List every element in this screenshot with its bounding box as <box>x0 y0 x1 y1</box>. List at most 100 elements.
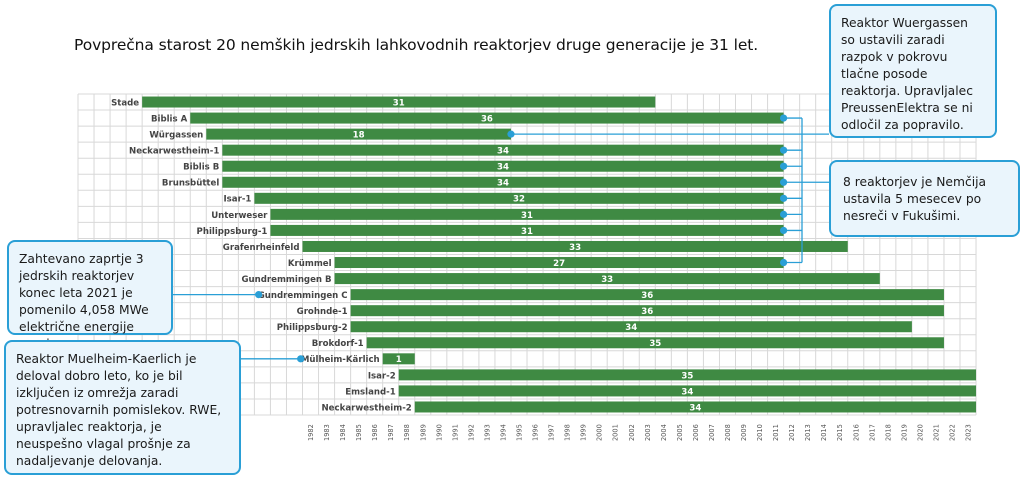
bar-value-label: 35 <box>649 339 661 349</box>
bar-value-label: 34 <box>497 147 509 157</box>
x-tick-label: 1991 <box>451 424 459 441</box>
bars: 31 36 18 34 34 34 32 31 31 33 27 33 36 36 34 35 1 35 34 34 <box>142 96 977 413</box>
x-tick-label: 2009 <box>740 424 748 441</box>
x-tick-label: 2002 <box>628 424 636 441</box>
reactor-label: Biblis A <box>151 114 188 124</box>
reactor-bar <box>254 192 784 204</box>
reactor-label: Biblis B <box>183 163 219 173</box>
reactor-label: Stade <box>111 98 139 108</box>
reactor-label: Isar-2 <box>368 371 396 381</box>
x-tick-label: 2015 <box>836 424 844 441</box>
reactor-label: Würgassen <box>149 131 203 141</box>
x-tick-label: 2018 <box>884 424 892 441</box>
reactor-bar <box>206 128 511 140</box>
reactor-label: Gundremmingen C <box>258 291 348 301</box>
bar-value-label: 1 <box>396 355 402 365</box>
x-tick-label: 2016 <box>852 424 860 441</box>
reactor-label: Neckarwestheim-1 <box>129 147 219 157</box>
reactor-label: Neckarwestheim-2 <box>321 403 411 413</box>
connector-dot <box>780 178 788 186</box>
connector-dot <box>780 210 788 218</box>
reactor-bar <box>270 208 784 220</box>
x-axis-ticks: 1982 1983 1984 1985 1986 1987 1988 1989 1990 1991… <box>307 424 972 441</box>
connector-dot <box>780 194 788 202</box>
reactor-bar <box>350 289 944 301</box>
x-tick-label: 1989 <box>419 424 427 441</box>
x-tick-label: 1986 <box>371 424 379 441</box>
x-tick-label: 2007 <box>708 424 716 441</box>
bar-value-label: 31 <box>393 98 405 108</box>
x-tick-label: 2013 <box>804 424 812 441</box>
reactor-bar <box>382 353 415 365</box>
x-tick-label: 2006 <box>692 424 700 441</box>
callout-closure-2021: Zahtevano zaprtje 3 jedrskih reaktorjev … <box>7 240 173 351</box>
callout-muelheim: Reaktor Muelheim-Kaerlich je deloval dob… <box>4 340 241 475</box>
bar-value-label: 35 <box>681 371 693 381</box>
reactor-label: Grohnde-1 <box>297 307 348 317</box>
reactor-label: Grafenrheinfeld <box>223 243 300 253</box>
x-tick-label: 2010 <box>756 424 764 441</box>
reactor-bar <box>142 96 656 108</box>
x-tick-label: 2011 <box>772 424 780 441</box>
x-tick-label: 1987 <box>387 424 395 441</box>
bar-value-label: 32 <box>513 195 525 205</box>
reactor-bar <box>222 176 784 188</box>
x-tick-label: 2001 <box>612 424 620 441</box>
bar-value-label: 34 <box>689 403 701 413</box>
callout-fukushima: 8 reaktorjev je Nemčija ustavila 5 mesec… <box>829 160 1020 237</box>
x-tick-label: 1992 <box>467 424 475 441</box>
x-tick-label: 1988 <box>403 424 411 441</box>
callout-closure-2021-text: Zahtevano zaprtje 3 jedrskih reaktorjev … <box>19 252 149 351</box>
reactor-label: Gundremmingen B <box>241 275 331 285</box>
bar-value-label: 31 <box>521 227 533 237</box>
x-tick-label: 2003 <box>644 424 652 441</box>
x-tick-label: 2014 <box>820 424 828 441</box>
reactor-label: Brokdorf-1 <box>312 339 364 349</box>
reactor-label: Emsland-1 <box>345 387 396 397</box>
reactor-bar <box>366 337 944 349</box>
bar-value-label: 34 <box>625 323 637 333</box>
bar-value-label: 36 <box>481 114 493 124</box>
x-tick-label: 1984 <box>339 424 347 441</box>
reactor-bar <box>270 224 784 236</box>
x-tick-label: 2022 <box>948 424 956 441</box>
connector-dot <box>297 355 305 363</box>
x-tick-label: 2023 <box>965 424 973 441</box>
x-tick-label: 1985 <box>355 424 363 441</box>
x-tick-label: 1995 <box>516 424 524 441</box>
bar-value-label: 31 <box>521 211 533 221</box>
x-tick-label: 1998 <box>564 424 572 441</box>
reactor-label: Philippsburg-1 <box>197 227 268 237</box>
reactor-label: Mülheim-Kärlich <box>301 355 380 365</box>
connectors <box>173 114 829 363</box>
bar-value-label: 36 <box>641 291 653 301</box>
reactor-labels: Stade Biblis A Würgassen Neckarwestheim-1 Bi… <box>111 98 412 413</box>
callout-wuergassen: Reaktor Wuergassen so ustavili zaradi ra… <box>829 4 997 138</box>
x-tick-label: 2017 <box>868 424 876 441</box>
callout-muelheim-text: Reaktor Muelheim-Kaerlich je deloval dob… <box>16 352 222 468</box>
reactor-bar <box>334 273 880 285</box>
reactor-bar <box>414 401 977 413</box>
reactor-label: Krümmel <box>288 259 332 269</box>
reactor-label: Unterweser <box>211 211 268 221</box>
bar-value-label: 33 <box>569 243 581 253</box>
callout-fukushima-text: 8 reaktorjev je Nemčija ustavila 5 mesec… <box>843 175 987 223</box>
x-tick-label: 2020 <box>916 424 924 441</box>
x-tick-label: 2012 <box>788 424 796 441</box>
connector-dot <box>780 146 788 154</box>
x-tick-label: 1997 <box>548 424 556 441</box>
connector-dot <box>780 162 788 170</box>
connector-dot <box>780 114 788 122</box>
x-tick-label: 2019 <box>900 424 908 441</box>
chart-title: Povprečna starost 20 nemških jedrskih la… <box>74 36 759 54</box>
reactor-bar <box>350 305 944 317</box>
reactor-label: Brunsbüttel <box>162 179 219 189</box>
x-tick-label: 2005 <box>676 424 684 441</box>
x-tick-label: 2021 <box>932 424 940 441</box>
x-tick-label: 1990 <box>435 424 443 441</box>
reactor-bar <box>302 240 848 252</box>
callout-wuergassen-text: Reaktor Wuergassen so ustavili zaradi ra… <box>841 16 973 132</box>
reactor-label: Isar-1 <box>223 195 251 205</box>
bar-value-label: 36 <box>641 307 653 317</box>
